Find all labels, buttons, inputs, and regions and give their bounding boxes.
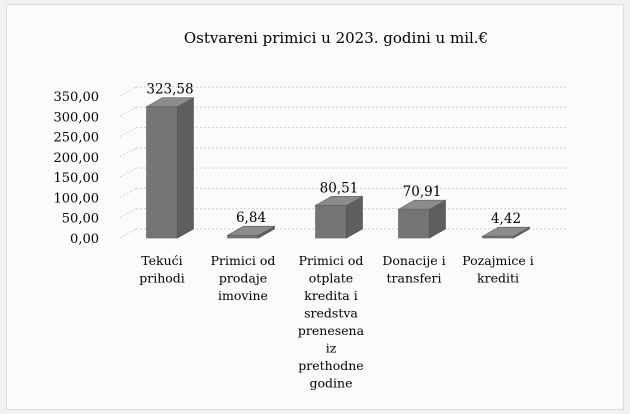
x-tick-label-line: Primici od	[211, 253, 276, 268]
bar-front	[315, 205, 347, 239]
gridline-depth	[119, 127, 137, 138]
bar-top	[226, 225, 276, 236]
y-tick-label: 50,00	[62, 212, 99, 227]
bar-front	[227, 234, 259, 239]
x-tick-label-line: Tekući	[141, 253, 182, 268]
bar	[397, 199, 447, 239]
bar	[314, 195, 364, 239]
x-tick-label-line: Pozajmice i	[462, 253, 534, 268]
x-tick-label-line: sredstva	[304, 306, 358, 321]
bar-top	[314, 196, 364, 206]
y-tick-label: 300,00	[54, 110, 100, 125]
y-tick-label: 0,00	[70, 232, 99, 247]
data-label: 4,42	[491, 211, 521, 227]
y-tick-label: 200,00	[54, 151, 100, 166]
y-tick-label: 100,00	[54, 191, 100, 206]
bar-top	[145, 97, 195, 108]
x-tick-label-line: godine	[310, 376, 353, 391]
x-tick-label-line: Donacije i	[382, 253, 445, 268]
data-label: 6,84	[236, 210, 266, 226]
x-tick-label: Primici od otplate kredita i sredstva prenes…	[298, 253, 365, 391]
bar	[226, 225, 276, 239]
x-tick-label-line: transferi	[387, 271, 442, 286]
y-tick-label: 350,00	[54, 90, 100, 105]
bar-side	[177, 97, 194, 239]
x-tick-label-line: imovine	[218, 288, 268, 303]
bar-front	[398, 208, 430, 239]
gridline-depth	[119, 167, 137, 178]
chart-frame: Ostvareni primici u 2023. godini u mil.€…	[6, 4, 624, 410]
data-labels: 323,58 6,84 80,51 70,91 4,42	[146, 82, 521, 227]
gridline-depth	[119, 147, 137, 158]
data-label: 323,58	[146, 82, 193, 98]
bar	[145, 97, 195, 239]
bar-top	[481, 226, 531, 237]
bar	[481, 226, 531, 239]
gridlines	[119, 86, 567, 239]
gridline-depth	[119, 86, 137, 97]
gridline-depth	[119, 187, 137, 198]
x-tick-label-line: otplate	[309, 271, 353, 286]
x-tick-label-line: kredita i	[304, 288, 357, 303]
x-tick-label-line: iz	[326, 341, 337, 356]
bars	[145, 97, 531, 239]
x-tick-label-line: prenesena	[298, 323, 365, 338]
x-tick-label: Tekući prihodi	[139, 253, 185, 286]
bar-top	[397, 199, 447, 210]
y-tick-label: 250,00	[54, 131, 100, 146]
chart-title: Ostvareni primici u 2023. godini u mil.€	[184, 29, 488, 47]
gridline-depth	[119, 228, 137, 239]
y-axis: 0,00 50,00 100,00 150,00 200,00 250,00 300,00 3…	[54, 90, 100, 247]
data-label: 70,91	[403, 184, 442, 200]
data-label: 80,51	[320, 180, 359, 196]
bar-chart: Ostvareni primici u 2023. godini u mil.€…	[54, 29, 567, 391]
gridline-depth	[119, 106, 137, 117]
x-tick-label: Pozajmice i krediti	[462, 253, 534, 286]
x-tick-label-line: Primici od	[299, 253, 364, 268]
bar-front	[146, 106, 178, 239]
x-tick-label-line: prodaje	[219, 271, 267, 286]
y-tick-label: 150,00	[54, 171, 100, 186]
x-tick-label-line: prethodne	[298, 358, 363, 373]
gridline-depth	[119, 208, 137, 219]
x-tick-label: Primici od prodaje imovine	[211, 253, 276, 303]
x-tick-label-line: krediti	[477, 271, 519, 286]
x-tick-label-line: prihodi	[139, 271, 185, 286]
x-tick-label: Donacije i transferi	[382, 253, 445, 286]
